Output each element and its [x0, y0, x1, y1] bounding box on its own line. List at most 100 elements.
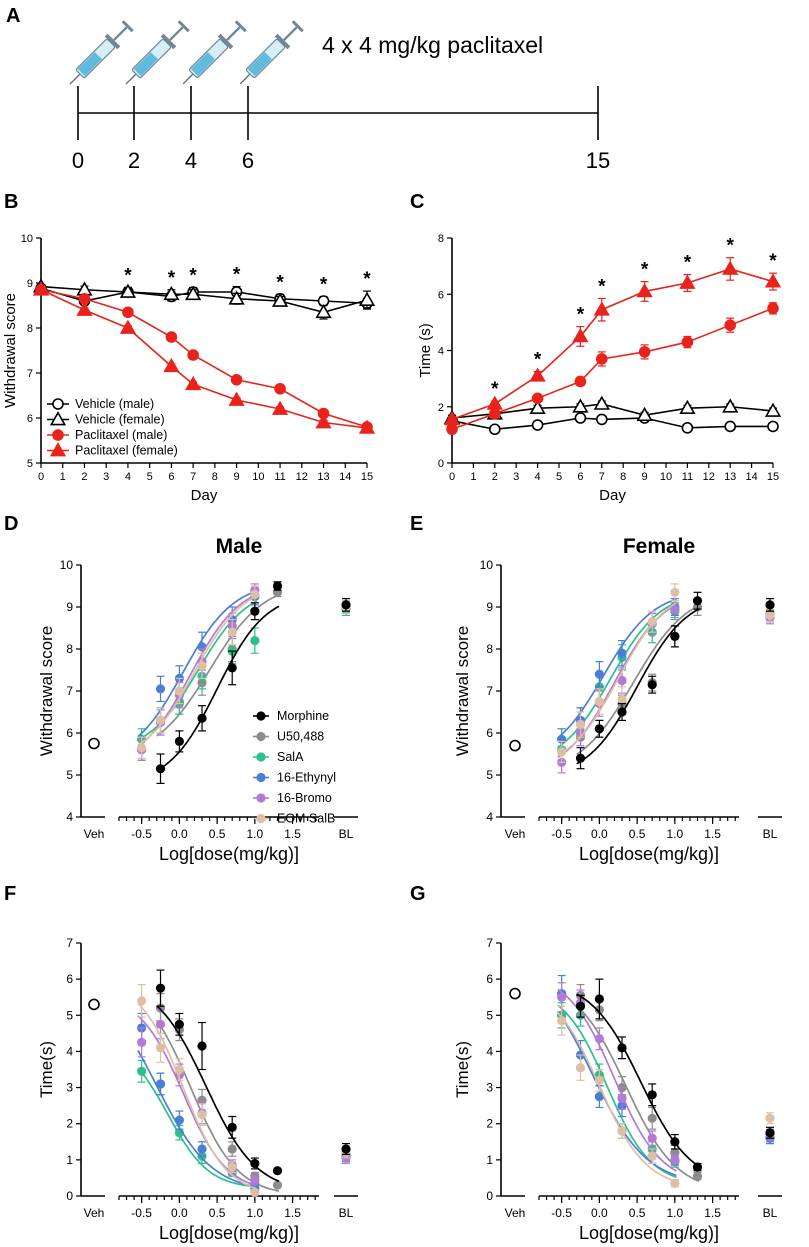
- x-tick-label: 15: [767, 471, 779, 483]
- x-tick-label: 3: [513, 471, 519, 483]
- significance-star: *: [363, 269, 371, 290]
- x-tick-label: 0.5: [629, 827, 646, 841]
- data-point: [647, 1151, 657, 1161]
- x-tick-label: 1: [60, 471, 66, 483]
- legend-item: U50,488: [253, 730, 324, 744]
- series-morphine: [575, 591, 775, 770]
- data-point: [271, 292, 289, 307]
- y-tick-label: 5: [486, 768, 493, 782]
- x-tick-label: 2: [81, 471, 87, 483]
- y-tick-label: 7: [486, 684, 493, 698]
- y-tick-label: 5: [486, 1008, 493, 1022]
- series-sala: [137, 600, 351, 751]
- y-tick-label: 8: [27, 323, 33, 335]
- significance-star: *: [598, 276, 606, 297]
- data-point: [531, 419, 544, 431]
- data-point: [557, 992, 567, 1002]
- x-tick-label: 15: [361, 471, 373, 483]
- y-axis-label: Time (s): [417, 323, 434, 377]
- bl-point: [765, 1128, 775, 1138]
- fit-curve: [137, 1002, 257, 1190]
- x-axis-label: Log[dose(mg/kg)]: [159, 844, 299, 864]
- legend-marker: [256, 752, 266, 762]
- x-tick-label: 6: [577, 471, 583, 483]
- chart-title: Male: [216, 535, 263, 558]
- series-16-bromo: [557, 600, 775, 774]
- data-point: [692, 1171, 703, 1181]
- x-axis-label: Day: [599, 487, 626, 504]
- data-point: [271, 400, 289, 415]
- chart-title: Female: [623, 535, 695, 558]
- y-tick-label: 7: [66, 684, 73, 698]
- data-point: [595, 413, 608, 426]
- data-point: [617, 1126, 627, 1136]
- data-point: [575, 720, 586, 730]
- y-tick-label: 7: [27, 368, 33, 380]
- fit-curve: [557, 602, 677, 757]
- data-point: [647, 1090, 657, 1100]
- x-tick-label: 0.0: [591, 827, 608, 841]
- y-tick-label: 7: [66, 936, 73, 950]
- data-point: [574, 412, 587, 424]
- bl-label: BL: [763, 827, 778, 841]
- data-point: [76, 301, 93, 316]
- data-point: [227, 1162, 237, 1172]
- y-tick-label: 4: [486, 1044, 493, 1058]
- data-point: [575, 1001, 586, 1011]
- legend-label: Paclitaxel (male): [75, 428, 167, 442]
- legend-item: 16-Bromo: [253, 791, 332, 805]
- data-point: [764, 402, 782, 417]
- fit-curve: [557, 598, 677, 739]
- data-point: [594, 724, 604, 734]
- x-tick-label: -0.5: [551, 1206, 572, 1220]
- data-point: [119, 283, 137, 298]
- significance-star: *: [577, 305, 585, 326]
- series-eom-salb: [557, 1005, 775, 1188]
- x-tick-label: 1.5: [704, 1206, 721, 1220]
- series-sala: [137, 1059, 351, 1188]
- fit-curve: [576, 604, 700, 756]
- data-point: [617, 707, 627, 717]
- x-tick-label: 0.0: [171, 827, 188, 841]
- data-point: [52, 398, 64, 410]
- needle-icon: [239, 73, 251, 85]
- bl-label: BL: [339, 1206, 354, 1220]
- y-tick-label: 8: [438, 233, 444, 245]
- data-point: [724, 319, 737, 331]
- syringe-icon: [182, 20, 247, 85]
- y-tick-label: 6: [486, 726, 493, 740]
- legend-label: Vehicle (female): [75, 413, 165, 427]
- y-tick-label: 9: [486, 600, 493, 614]
- data-point: [32, 281, 50, 296]
- data-point: [575, 1063, 586, 1073]
- x-tick-label: 0.5: [209, 827, 226, 841]
- data-point: [572, 398, 589, 413]
- fit-curve: [137, 1015, 257, 1187]
- data-point: [574, 375, 587, 388]
- legend-item: Morphine: [253, 709, 329, 723]
- data-point: [572, 328, 589, 343]
- y-tick-label: 4: [486, 810, 493, 824]
- needle-icon: [182, 73, 194, 85]
- legend-label: 16-Bromo: [277, 791, 332, 805]
- data-point: [767, 302, 779, 315]
- y-tick-label: 10: [21, 233, 33, 245]
- data-point: [187, 349, 199, 361]
- panel-a-title: 4 x 4 mg/kg paclitaxel: [322, 32, 543, 58]
- x-tick-label: -0.5: [131, 827, 152, 841]
- y-tick-label: 8: [486, 642, 493, 656]
- needle-icon: [125, 73, 137, 85]
- syringe-icon: [125, 20, 190, 85]
- x-tick-label: 1: [470, 471, 476, 483]
- data-point: [681, 422, 694, 434]
- timeline-day-label: 0: [72, 148, 84, 173]
- data-point: [119, 319, 137, 334]
- panel-e-chart: 4 5 6 7 8 9 10 Withdrawal score -0.5 0.0 0.5 1.0 1.5…: [453, 535, 782, 864]
- data-point: [227, 663, 237, 673]
- fit-curve: [557, 988, 677, 1172]
- x-tick-label: 10: [660, 471, 672, 483]
- fit-curve: [557, 1012, 677, 1183]
- data-point: [155, 983, 166, 993]
- legend-marker: [256, 813, 266, 824]
